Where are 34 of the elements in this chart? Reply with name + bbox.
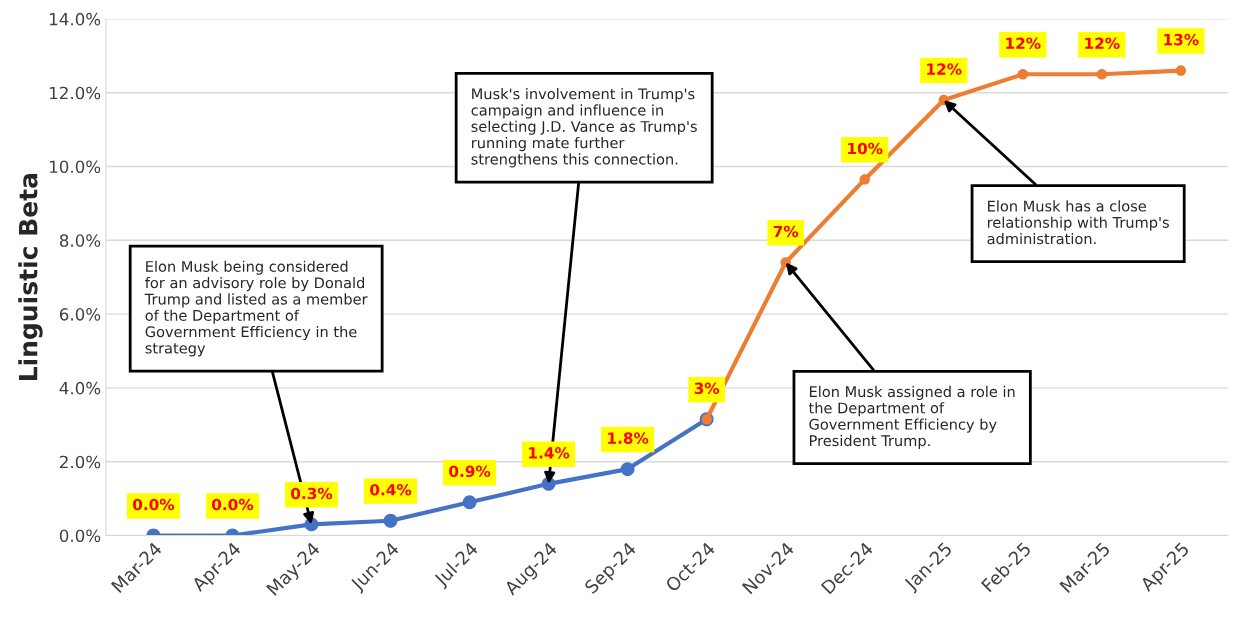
annotation: Elon Musk being considered for an advisory role by Donald Trump and listed as a member of the Department of Government Efficiency in the strategy (144, 260, 368, 357)
point (620, 462, 635, 477)
data-label: 0.0% (212, 498, 254, 511)
point (1175, 65, 1187, 76)
y-tick-label: 0.0% (59, 529, 101, 543)
data-label: 12% (1006, 37, 1041, 50)
data-label: 0.0% (132, 498, 175, 511)
data-label: 3% (694, 382, 720, 395)
point (383, 513, 398, 528)
y-tick-label: 6.0% (59, 308, 101, 321)
data-label: 12% (1085, 37, 1120, 50)
point (462, 495, 477, 510)
y-tick-label: 8.0% (59, 234, 101, 247)
point (859, 174, 870, 185)
data-label: 12% (927, 63, 962, 75)
data-label: 7% (773, 225, 799, 238)
data-label: 0.3% (291, 487, 333, 500)
data-label: 10% (848, 142, 883, 155)
data-label: 1.8% (608, 432, 649, 444)
y-tick-label: 12.0% (50, 86, 101, 100)
data-label: 0.4% (370, 484, 412, 496)
annotation: Musk's involvement in Trump's campaign and influence in selecting J.D. Vance as Trump's running mate further strengthens this connection. (471, 88, 697, 168)
y-tick-label: 2.0% (60, 455, 101, 469)
data-label: 0.9% (449, 465, 491, 478)
data-label: 13% (1164, 33, 1199, 46)
y-tick-label: 4.0% (59, 381, 101, 395)
y-tick-label: 14.0% (50, 12, 101, 26)
data-label: 1.4% (529, 447, 570, 459)
annotation: Elon Musk has a close relationship with Trump's administration. (987, 200, 1169, 245)
point (1096, 69, 1108, 80)
y-axis-title: Linguistic Beta (18, 174, 43, 381)
y-tick-label: 10.0% (50, 160, 101, 174)
annotation: Elon Musk assigned a role in the Department of Government Efficiency by President Trump. (808, 385, 1015, 449)
point (1017, 69, 1029, 80)
